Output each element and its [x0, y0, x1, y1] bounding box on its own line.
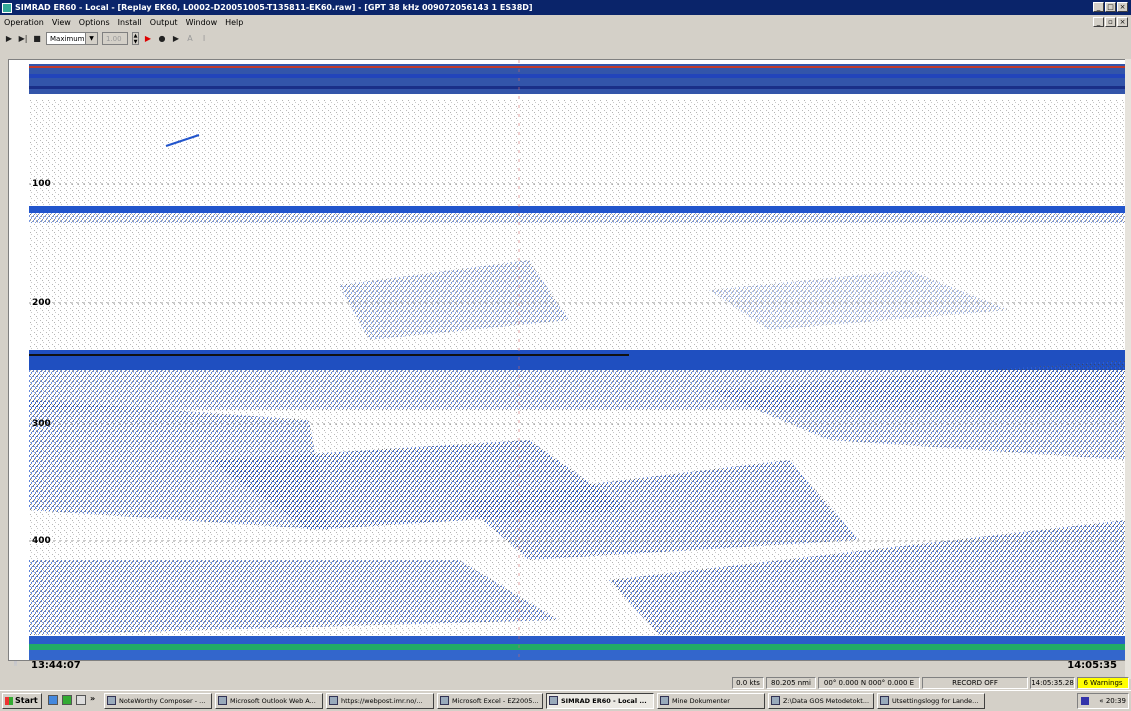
time-status: 14:05:35.28 — [1030, 677, 1075, 689]
menu-options[interactable]: Options — [78, 17, 110, 27]
taskbar: Start » NoteWorthy Composer - ... Micros… — [0, 690, 1131, 711]
end-time-label: 14:05:35 — [1067, 660, 1117, 671]
depth-label-300: 300 — [32, 419, 51, 429]
label-i-button[interactable]: I — [202, 34, 206, 43]
task-data-folder[interactable]: Z:\Data GOS Metodetokt... — [768, 693, 874, 709]
title-bar: SIMRAD ER60 - Local - [Replay EK60, L000… — [0, 0, 1131, 15]
desktop-icon[interactable] — [76, 695, 86, 705]
menu-install[interactable]: Install — [117, 17, 142, 27]
record-icon[interactable]: ● — [158, 34, 166, 43]
minimize-button[interactable]: _ — [1093, 2, 1104, 12]
chevron-down-icon[interactable]: ▼ — [85, 33, 97, 44]
task-noteworthy[interactable]: NoteWorthy Composer - ... — [104, 693, 212, 709]
play-icon[interactable]: ▶ — [5, 34, 13, 43]
depth-label-200: 200 — [32, 298, 51, 308]
task-simrad[interactable]: SIMRAD ER60 - Local ... — [546, 693, 654, 709]
excel-icon — [440, 696, 449, 705]
folder-icon — [771, 696, 780, 705]
excel-icon[interactable] — [62, 695, 72, 705]
depth-label-100: 100 — [32, 179, 51, 189]
task-mine-dokumenter[interactable]: Mine Dokumenter — [657, 693, 765, 709]
start-time-label: 13:44:07 — [31, 660, 81, 671]
windows-logo-icon — [5, 697, 13, 705]
close-button[interactable]: × — [1117, 2, 1128, 12]
tray-icon[interactable] — [1081, 697, 1089, 705]
value-field[interactable]: 1.00 — [102, 32, 128, 45]
child-minimize-button[interactable]: _ — [1093, 17, 1104, 27]
record-status: RECORD OFF — [922, 677, 1028, 689]
folder-icon — [660, 696, 669, 705]
stop-icon[interactable]: ■ — [33, 34, 41, 43]
menu-view[interactable]: View — [51, 17, 71, 27]
app-icon — [549, 696, 558, 705]
task-utsettingslogg[interactable]: Utsettingslogg for Lande... — [877, 693, 985, 709]
speed-status: 0.0 kts — [732, 677, 764, 689]
menu-operation[interactable]: Operation — [4, 17, 44, 27]
browser-icon — [218, 696, 227, 705]
pause-play-icon[interactable]: ▶ — [172, 34, 180, 43]
distance-status: 80.205 nmi — [766, 677, 816, 689]
menu-output[interactable]: Output — [149, 17, 178, 27]
system-tray: « 20:39 — [1077, 693, 1129, 709]
tray-expand[interactable]: « — [1099, 697, 1104, 705]
record-play-icon[interactable]: ▶ — [144, 34, 152, 43]
document-icon — [880, 696, 889, 705]
menu-bar: Operation View Options Install Output Wi… — [0, 15, 1131, 29]
menu-window[interactable]: Window — [185, 17, 218, 27]
child-window-controls: _ ▫ × — [1093, 17, 1128, 27]
task-outlook[interactable]: Microsoft Outlook Web A... — [215, 693, 323, 709]
maximize-button[interactable]: □ — [1105, 2, 1116, 12]
clock[interactable]: 20:39 — [1105, 697, 1126, 705]
toolbar: ▶ ▶| ■ Maximum ▼ 1.00 ▲ ▼ ▶ ● ▶ A I — [0, 29, 1131, 48]
task-excel[interactable]: Microsoft Excel - EZ2005... — [437, 693, 543, 709]
start-button[interactable]: Start — [2, 693, 42, 709]
label-a-button[interactable]: A — [187, 34, 193, 43]
ie-icon[interactable] — [48, 695, 58, 705]
window-controls: _ □ × — [1093, 2, 1128, 12]
value-spinner[interactable]: ▲ ▼ — [132, 32, 139, 45]
depth-label-400: 400 — [32, 536, 51, 546]
app-icon — [107, 696, 116, 705]
window-title: SIMRAD ER60 - Local - [Replay EK60, L000… — [15, 3, 533, 12]
warnings-badge[interactable]: 6 Warnings — [1077, 677, 1129, 689]
echogram-view — [29, 60, 1126, 660]
menu-help[interactable]: Help — [225, 17, 244, 27]
range-select[interactable]: Maximum ▼ — [46, 32, 98, 45]
vertical-scrollbar[interactable] — [1125, 59, 1131, 679]
step-icon[interactable]: ▶| — [18, 34, 28, 43]
position-status: 00° 0.000 N 000° 0.000 E — [818, 677, 920, 689]
task-webpost[interactable]: https://webpost.imr.no/... — [326, 693, 434, 709]
child-restore-button[interactable]: ▫ — [1105, 17, 1116, 27]
quicklaunch-overflow[interactable]: » — [90, 694, 96, 703]
echogram-panel[interactable]: 100 200 300 400 — [8, 59, 1127, 661]
browser-icon — [329, 696, 338, 705]
child-close-button[interactable]: × — [1117, 17, 1128, 27]
app-icon — [2, 2, 12, 13]
status-bar: 0.0 kts 80.205 nmi 00° 0.000 N 000° 0.00… — [0, 676, 1131, 690]
